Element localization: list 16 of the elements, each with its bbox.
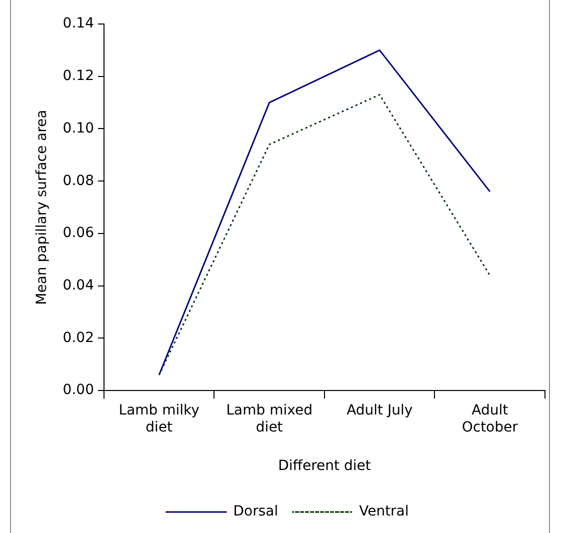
x-axis-title: Different diet [278,458,372,474]
x-tick-label: Adult July [346,402,413,419]
legend-label: Dorsal [233,504,278,520]
x-tick-label: Lamb milky diet [118,402,200,436]
y-tick-label: 0.08 [62,172,94,189]
y-tick-label: 0.12 [62,68,94,84]
y-tick-label: 0.14 [62,16,94,32]
legend-label: Ventral [359,504,409,520]
y-tick-label: 0.00 [62,382,94,398]
y-tick-label: 0.04 [62,278,94,294]
x-tick-label: Adult October [462,402,518,436]
y-tick-label: 0.06 [62,225,94,242]
y-axis-title: Mean papillary surface area [34,110,50,305]
y-tick-label: 0.02 [62,330,94,346]
x-tick-label: Lamb mixed diet [226,402,312,436]
y-tick-label: 0.10 [62,120,94,136]
